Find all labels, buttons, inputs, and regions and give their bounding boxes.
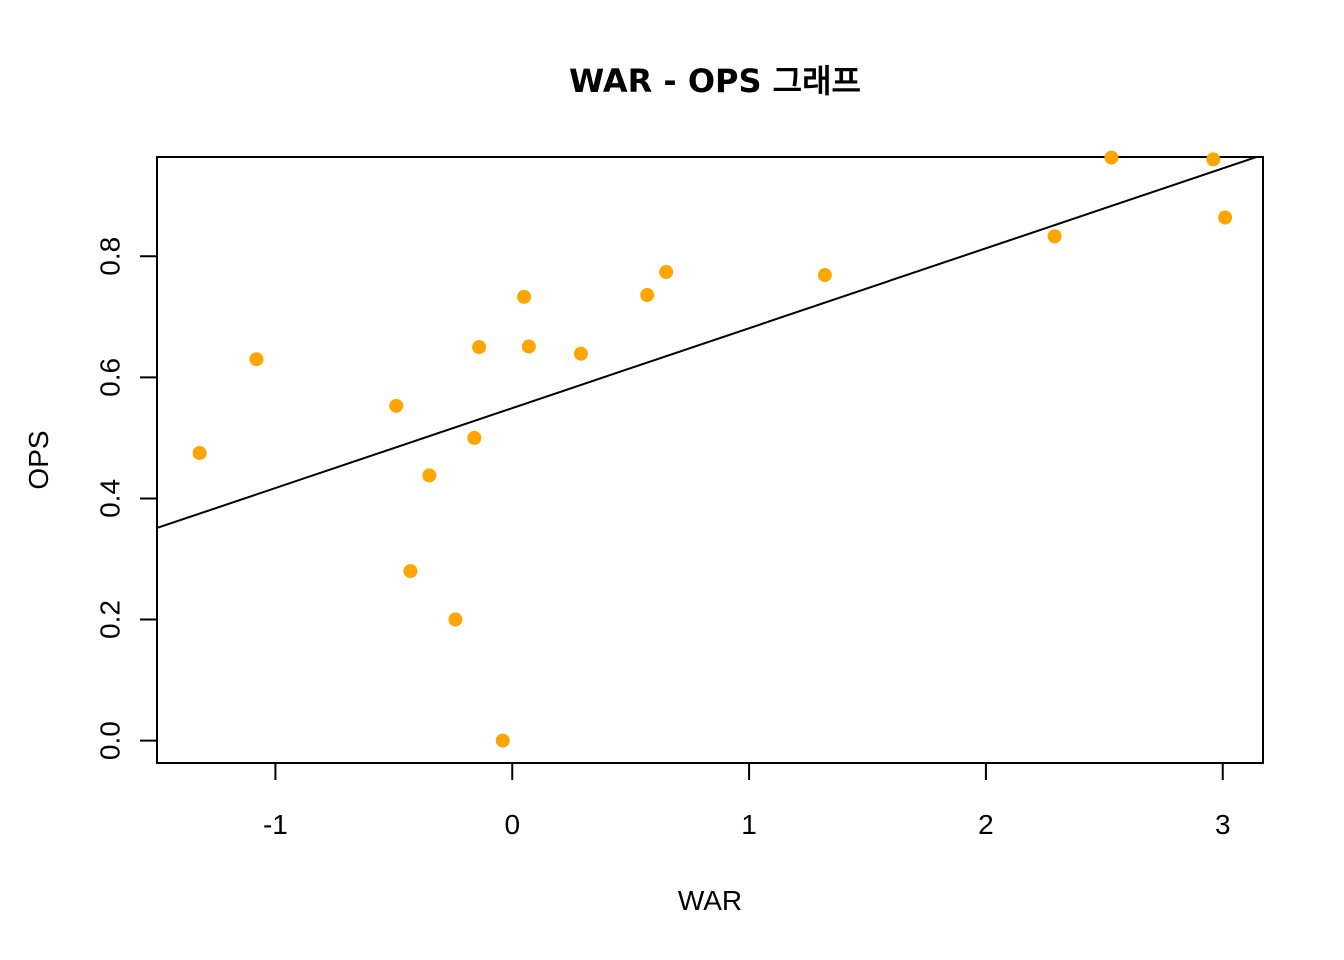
data-point <box>1218 210 1233 225</box>
y-tick-label: 0.2 <box>94 600 125 639</box>
x-tick-label: 3 <box>1215 809 1231 840</box>
y-tick-label: 0.6 <box>94 358 125 397</box>
points-group <box>192 150 1233 748</box>
data-point <box>448 612 463 627</box>
data-point <box>249 352 264 367</box>
chart-title: WAR - OPS 그래프 <box>569 62 861 100</box>
y-tick-label: 0.0 <box>94 721 125 760</box>
data-point <box>521 339 536 354</box>
data-point <box>640 288 655 303</box>
data-point <box>192 446 207 461</box>
data-point <box>817 268 832 283</box>
data-point <box>659 265 674 280</box>
x-tick-label: -1 <box>263 809 288 840</box>
y-axis: 0.0 0.2 0.4 0.6 0.8 <box>94 237 158 760</box>
x-axis: -1 0 1 2 3 <box>263 762 1231 840</box>
regression-line-group <box>157 157 1260 529</box>
data-point <box>422 468 437 483</box>
x-axis-label: WAR <box>678 885 742 916</box>
plot-frame <box>156 156 1264 764</box>
x-tick-label: 0 <box>504 809 520 840</box>
x-tick-label: 1 <box>741 809 757 840</box>
y-tick-label: 0.8 <box>94 237 125 276</box>
data-point <box>1206 152 1221 167</box>
data-point <box>495 733 510 748</box>
regression-line <box>157 157 1260 529</box>
data-point <box>517 289 532 304</box>
data-point <box>403 564 418 579</box>
data-point <box>389 398 404 413</box>
y-axis-label: OPS <box>23 430 54 489</box>
data-point <box>467 430 482 445</box>
data-point <box>472 340 487 355</box>
x-tick-label: 2 <box>978 809 994 840</box>
data-point <box>1104 150 1119 165</box>
data-point <box>573 346 588 361</box>
data-point <box>1047 229 1062 244</box>
y-tick-label: 0.4 <box>94 479 125 518</box>
